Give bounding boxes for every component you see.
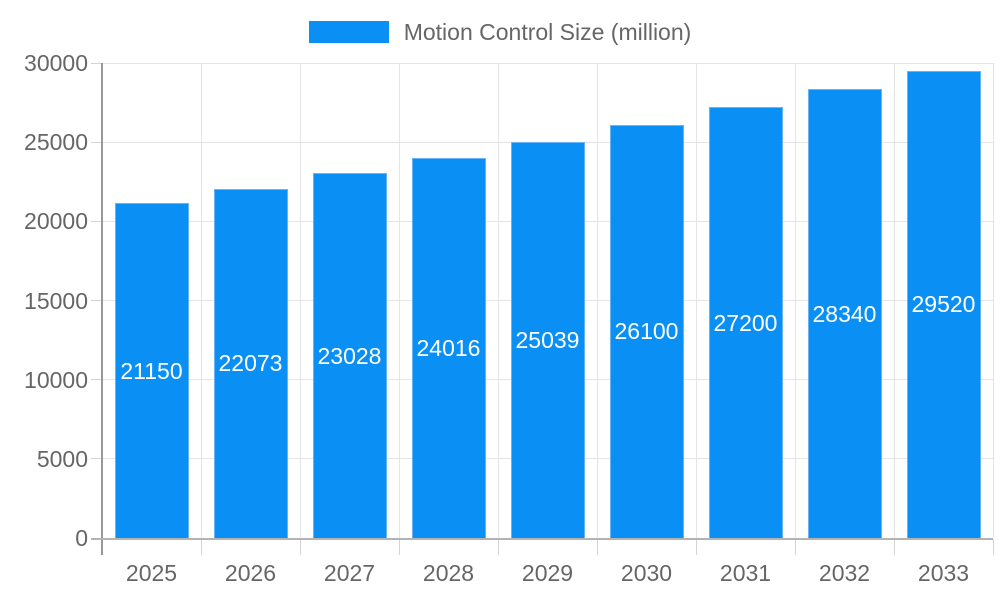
y-gridline bbox=[102, 62, 993, 64]
bar-value-label: 21150 bbox=[120, 357, 183, 384]
x-gridline bbox=[497, 63, 499, 538]
bar-2027[interactable] bbox=[312, 173, 387, 538]
y-axis-tick-label: 20000 bbox=[24, 208, 88, 235]
x-gridline bbox=[695, 63, 697, 538]
x-axis-tick bbox=[200, 539, 202, 555]
bar-value-label: 28340 bbox=[812, 300, 877, 327]
x-axis-tick bbox=[992, 539, 994, 555]
x-axis-label-2026: 2026 bbox=[224, 560, 277, 586]
x-gridline bbox=[596, 63, 598, 538]
y-axis-tick bbox=[91, 141, 102, 143]
x-axis-label-2029: 2029 bbox=[521, 560, 574, 586]
bar-value-label: 23028 bbox=[317, 342, 382, 369]
bar-value-label: 25039 bbox=[515, 326, 580, 353]
y-axis-tick-label: 15000 bbox=[24, 287, 88, 314]
x-axis-tick bbox=[695, 539, 697, 555]
x-gridline bbox=[893, 63, 895, 538]
x-axis-label-2027: 2027 bbox=[323, 560, 376, 586]
x-gridline bbox=[398, 63, 400, 538]
x-axis-tick bbox=[596, 539, 598, 555]
legend-swatch bbox=[308, 21, 389, 43]
chart-legend[interactable]: Motion Control Size (million) bbox=[0, 17, 1000, 47]
x-axis-tick bbox=[398, 539, 400, 555]
y-axis-tick bbox=[91, 220, 102, 222]
bar-value-label: 27200 bbox=[713, 309, 778, 336]
bar-2025[interactable] bbox=[114, 203, 189, 538]
x-axis-label-2033: 2033 bbox=[917, 560, 970, 586]
y-axis-tick-label: 30000 bbox=[24, 50, 88, 76]
y-axis-tick-label: 25000 bbox=[24, 129, 88, 156]
y-axis-tick bbox=[91, 300, 102, 301]
bar-2031[interactable] bbox=[708, 107, 783, 538]
x-gridline bbox=[299, 63, 301, 538]
x-axis-label-2028: 2028 bbox=[422, 560, 475, 586]
x-axis-label-2025: 2025 bbox=[125, 560, 178, 586]
x-axis-tick bbox=[893, 539, 895, 555]
y-axis-tick bbox=[91, 62, 102, 64]
legend-label: Motion Control Size (million) bbox=[403, 19, 692, 45]
x-axis-label-2030: 2030 bbox=[620, 560, 673, 586]
y-axis-tick-label: 0 bbox=[75, 525, 88, 551]
x-axis-line bbox=[91, 537, 993, 540]
bar-2028[interactable] bbox=[411, 157, 486, 538]
y-axis-tick-label: 5000 bbox=[36, 445, 88, 472]
bar-2032[interactable] bbox=[807, 89, 882, 538]
x-gridline bbox=[992, 63, 994, 538]
bar-2029[interactable] bbox=[510, 141, 585, 538]
bar-value-label: 24016 bbox=[416, 334, 481, 361]
bar-value-label: 22073 bbox=[218, 350, 283, 377]
bar-2030[interactable] bbox=[609, 124, 684, 538]
bar-value-label: 29520 bbox=[911, 291, 976, 318]
y-axis-tick bbox=[91, 458, 102, 460]
x-axis-label-2032: 2032 bbox=[818, 560, 871, 586]
y-axis-tick-label: 10000 bbox=[24, 366, 88, 393]
x-axis-tick bbox=[299, 539, 301, 555]
bar-2026[interactable] bbox=[213, 188, 288, 538]
bar-2033[interactable] bbox=[906, 70, 981, 538]
x-gridline bbox=[794, 63, 796, 538]
bar-value-label: 26100 bbox=[614, 318, 679, 345]
x-axis-tick bbox=[794, 539, 796, 555]
x-axis-label-2031: 2031 bbox=[719, 560, 772, 586]
x-gridline bbox=[200, 63, 202, 538]
y-axis-line bbox=[101, 63, 103, 555]
y-axis-tick bbox=[91, 379, 102, 381]
x-axis-tick bbox=[497, 539, 499, 555]
